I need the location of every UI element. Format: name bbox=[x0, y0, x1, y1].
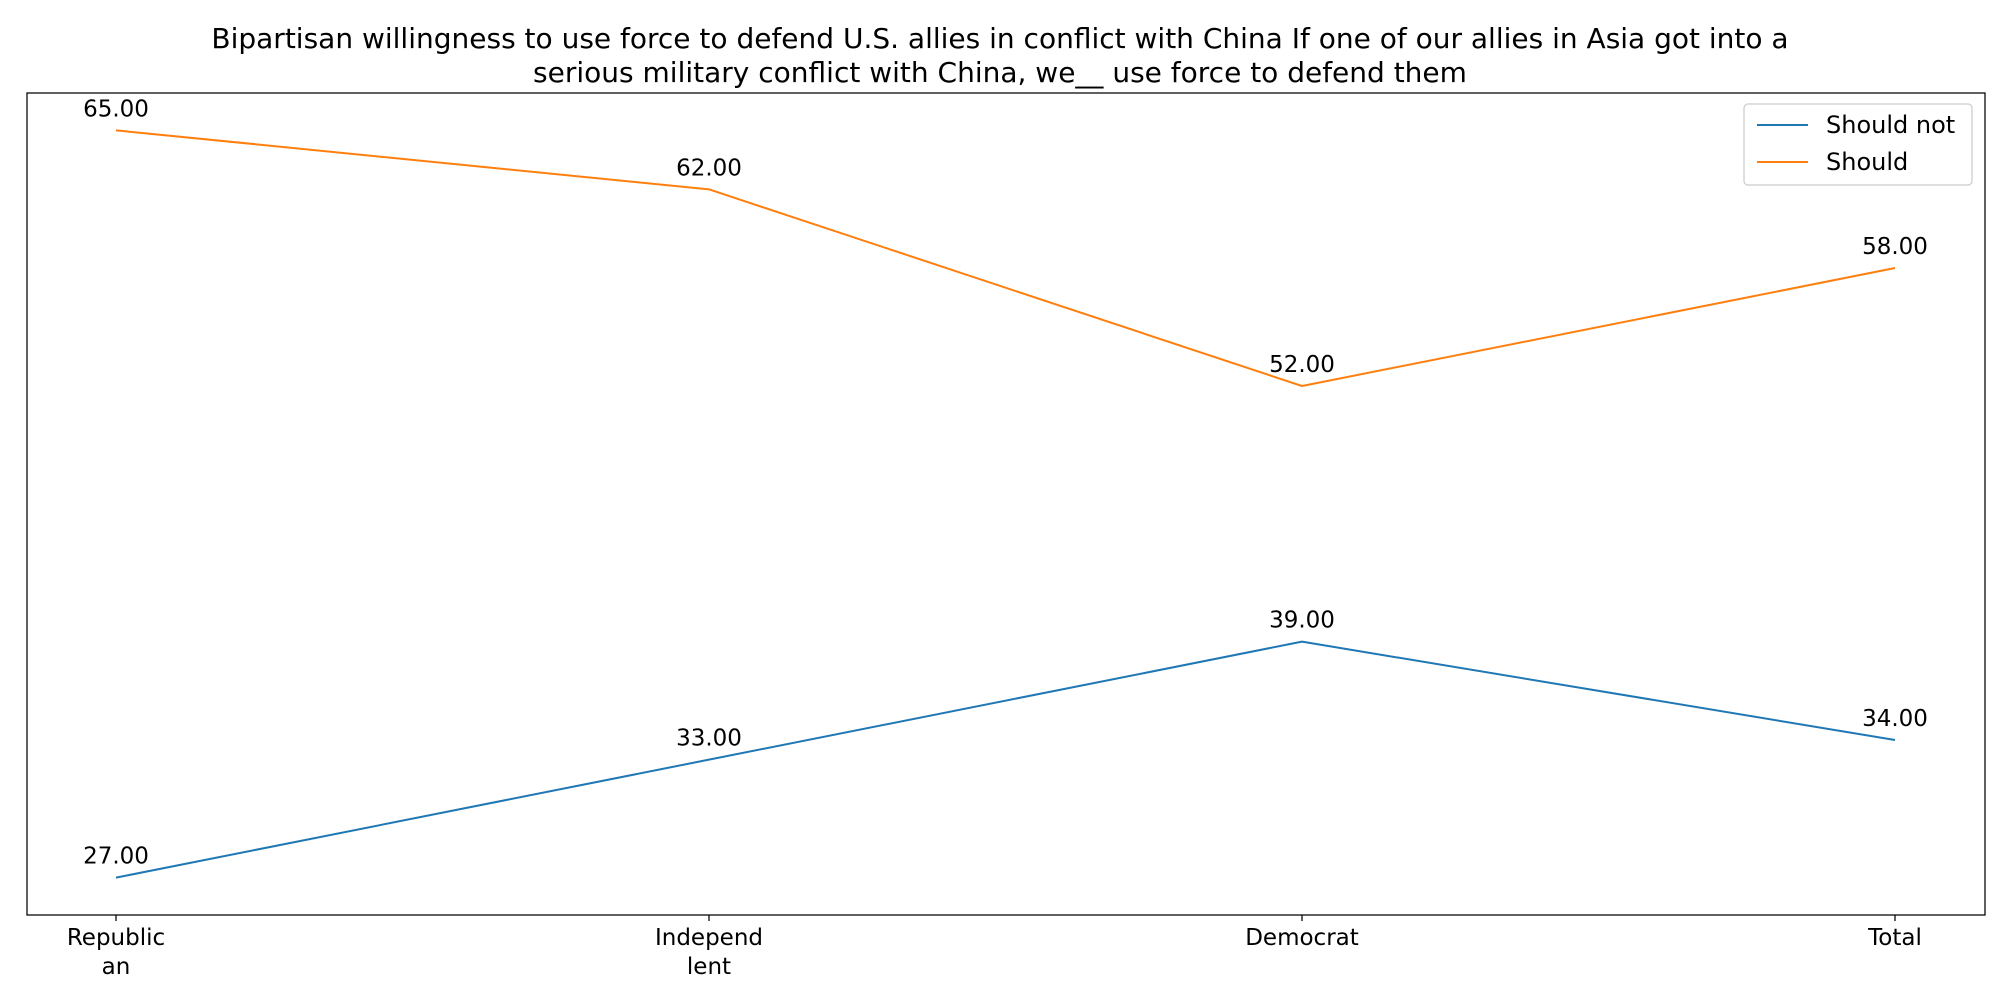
legend: Should not Should bbox=[1743, 103, 1973, 186]
legend-label-should: Should bbox=[1826, 148, 1908, 176]
series-layer bbox=[115, 129, 1896, 879]
data-label-should-3: 58.00 bbox=[1862, 234, 1928, 260]
data-label-should-not-0: 27.00 bbox=[83, 844, 149, 870]
axes-frame bbox=[26, 92, 1986, 916]
data-label-should-not-1: 33.00 bbox=[676, 726, 742, 752]
chart-title-line-2: serious military conflict with China, we… bbox=[533, 56, 1467, 89]
data-label-should-2: 52.00 bbox=[1269, 352, 1335, 378]
data-label-should-1: 62.00 bbox=[676, 155, 742, 181]
data-label-should-not-2: 39.00 bbox=[1269, 608, 1335, 634]
x-axis: Republic an Independ lent Democrat Total bbox=[67, 915, 1922, 980]
x-tick-label-2-0: Democrat bbox=[1245, 925, 1359, 951]
chart-title: Bipartisan willingness to use force to d… bbox=[211, 22, 1788, 89]
data-label-should-not-3: 34.00 bbox=[1862, 706, 1928, 732]
x-tick-label-3-0: Total bbox=[1867, 925, 1922, 951]
x-tick-label-0-1: an bbox=[102, 954, 131, 980]
series-line-should-not bbox=[115, 640, 1896, 879]
data-label-should-0: 65.00 bbox=[83, 96, 149, 122]
chart-title-line-1: Bipartisan willingness to use force to d… bbox=[211, 22, 1788, 55]
x-tick-label-1-1: lent bbox=[687, 954, 731, 980]
legend-label-should-not: Should not bbox=[1826, 111, 1955, 139]
plot-area: 27.00 33.00 39.00 34.00 65.00 62.00 52.00 58.00 bbox=[26, 92, 1986, 916]
x-tick-label-1-0: Independ bbox=[655, 925, 763, 951]
series-line-should bbox=[115, 129, 1896, 388]
x-tick-label-0-0: Republic bbox=[67, 925, 165, 951]
data-labels: 27.00 33.00 39.00 34.00 65.00 62.00 52.00 58.00 bbox=[83, 96, 1928, 869]
